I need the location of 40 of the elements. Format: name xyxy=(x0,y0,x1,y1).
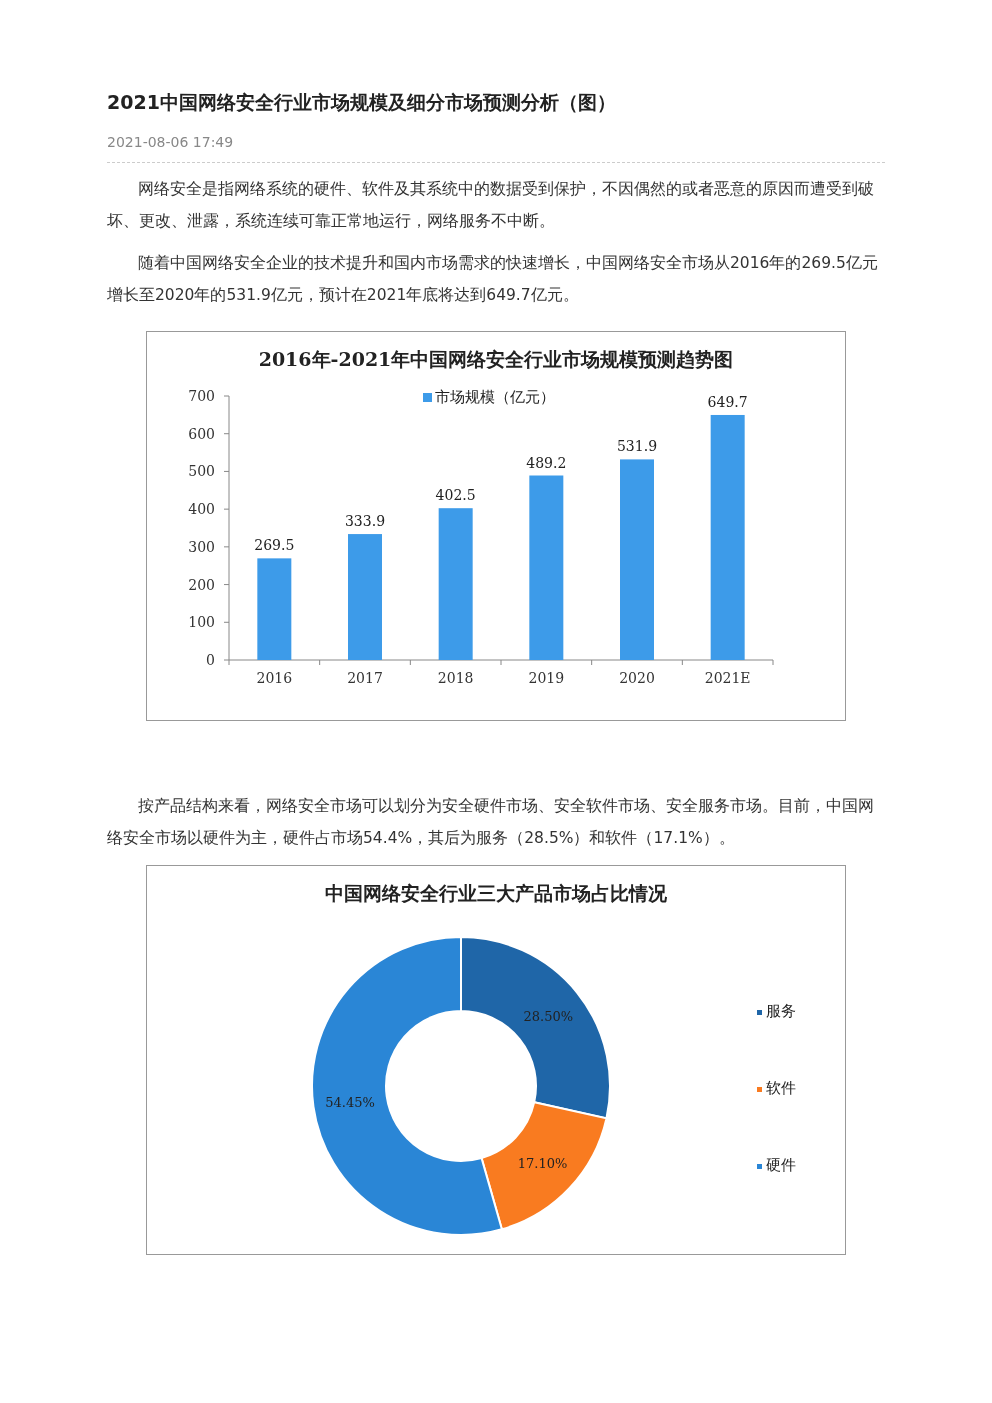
data-label: 649.7 xyxy=(707,393,748,410)
text: 2021中国网络安全行业市场规模及细分市场预测分析（图） xyxy=(107,90,617,115)
text: 网络安全是指网络系统的硬件、软件及其系统中的数据受到保护，不因偶然的或者恶意的原因而遭受到破坏、更改、泄露，系统连续可靠正常地运行，网络服务不中断。 xyxy=(107,179,875,232)
data-label: 54.45% xyxy=(325,1094,375,1110)
x-tick-label: 2020 xyxy=(619,670,655,686)
y-tick-label: 700 xyxy=(188,388,215,404)
data-label: 28.50% xyxy=(523,1008,574,1024)
bar xyxy=(348,534,382,660)
legend-label: 硬件 xyxy=(766,1156,796,1174)
bar xyxy=(710,414,745,660)
text: 按产品结构来看，网络安全市场可以划分为安全硬件市场、安全软件市场、安全服务市场。目前，中国网络安全市场以硬件为主，硬件占市场54.4%，其后为服务（28.5%）和软件（17.1%）。 xyxy=(107,796,875,849)
y-tick-label: 300 xyxy=(188,538,215,555)
data-label: 489.2 xyxy=(526,454,567,471)
text: 2021-08-06 17:49 xyxy=(107,134,885,163)
y-tick-label: 400 xyxy=(188,501,215,518)
y-tick-label: 500 xyxy=(188,463,215,480)
y-tick-label: 200 xyxy=(188,576,215,593)
data-label: 531.9 xyxy=(616,438,658,455)
x-tick-label: 2018 xyxy=(437,670,474,686)
bar xyxy=(438,508,473,660)
bar xyxy=(257,558,292,660)
data-label: 17.10% xyxy=(517,1155,568,1171)
legend-label: 服务 xyxy=(766,1002,796,1020)
text: 随着中国网络安全企业的技术提升和国内市场需求的快速增长，中国网络安全市场从2016年的269.5亿元增长至2020年的531.9亿元，预计在2021年底将达到649.7亿元。 xyxy=(107,253,879,306)
legend-label: 市场规模（亿元） xyxy=(435,388,555,406)
y-tick-label: 100 xyxy=(188,614,215,631)
y-tick-label: 600 xyxy=(188,425,215,442)
x-tick-label: 2019 xyxy=(528,670,565,686)
x-tick-label: 2016 xyxy=(256,670,293,686)
bar xyxy=(529,475,564,660)
y-tick-label: 0 xyxy=(206,652,215,668)
legend-label: 软件 xyxy=(766,1079,796,1097)
data-label: 333.9 xyxy=(344,513,386,530)
x-tick-label: 2017 xyxy=(347,670,383,686)
x-tick-label: 2021E xyxy=(704,670,751,686)
chart-title: 中国网络安全行业三大产品市场占比情况 xyxy=(325,882,668,904)
data-label: 269.5 xyxy=(254,537,295,554)
bar xyxy=(620,459,654,660)
data-label: 402.5 xyxy=(435,487,476,504)
chart-title: 2016年-2021年中国网络安全行业市场规模预测趋势图 xyxy=(258,348,734,370)
